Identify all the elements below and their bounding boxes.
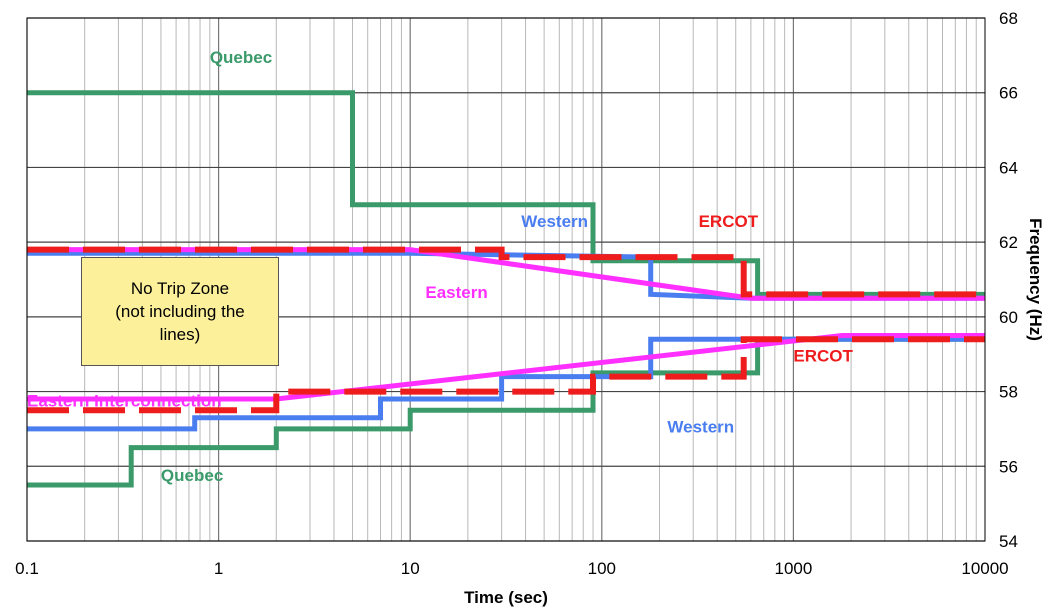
label-eastern: Eastern — [425, 283, 487, 302]
y-tick-label: 68 — [999, 9, 1018, 28]
series-ercot-line — [27, 246, 985, 298]
series-labels: Quebec Western ERCOT Eastern ERCOT Eastern In… — [27, 48, 854, 485]
x-tick-label: 1000 — [774, 559, 812, 578]
y-axis-title: Frequency (Hz) — [1026, 218, 1045, 341]
x-tick-label: 1 — [214, 559, 223, 578]
no-trip-zone-text: No Trip Zone (not including the lines) — [115, 279, 245, 344]
plot-frame — [26, 17, 986, 542]
series-eastern-interconnection-line — [27, 333, 985, 402]
series-quebec-line — [27, 90, 985, 297]
label-ercot: ERCOT — [793, 347, 853, 366]
x-axis-ticks: 0.1 1 10 100 1000 10000 — [15, 559, 1008, 578]
y-axis-ticks: 54 56 58 60 62 64 66 68 — [999, 9, 1018, 551]
y-tick-label: 64 — [999, 158, 1018, 177]
no-trip-zone-box: No Trip Zone (not including the lines) — [81, 257, 279, 366]
label-quebec: Quebec — [210, 48, 272, 67]
series-layer — [27, 90, 985, 488]
y-tick-label: 56 — [999, 457, 1018, 476]
y-tick-label: 54 — [999, 532, 1018, 551]
grid-lines — [26, 17, 985, 542]
x-tick-label: 10 — [401, 559, 420, 578]
label-western: Western — [521, 212, 588, 231]
y-tick-label: 62 — [999, 233, 1018, 252]
x-tick-label: 100 — [588, 559, 616, 578]
y-tick-label: 58 — [999, 383, 1018, 402]
x-axis-title: Time (sec) — [464, 588, 548, 607]
y-tick-label: 60 — [999, 308, 1018, 327]
label-ercot: ERCOT — [699, 212, 759, 231]
series-ercot-line — [27, 336, 985, 414]
label-eastern-interconnection: Eastern Interconnection — [27, 392, 222, 411]
label-western: Western — [667, 418, 734, 437]
series-quebec-line — [27, 336, 985, 488]
y-tick-label: 66 — [999, 84, 1018, 103]
label-quebec: Quebec — [161, 466, 223, 485]
x-tick-label: 0.1 — [15, 559, 39, 578]
x-tick-label: 10000 — [961, 559, 1008, 578]
